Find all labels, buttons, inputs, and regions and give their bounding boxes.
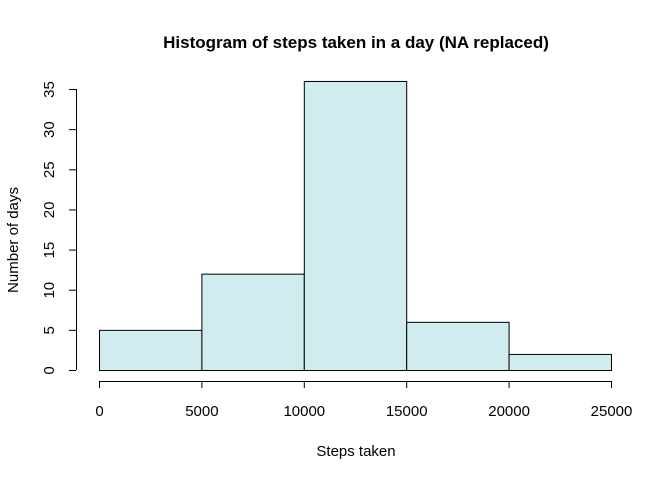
y-tick-label: 10 xyxy=(41,282,58,299)
x-axis-label: Steps taken xyxy=(316,443,395,460)
y-tick-label: 25 xyxy=(41,161,58,178)
x-tick-label: 20000 xyxy=(488,403,530,420)
y-axis-label: Number of days xyxy=(5,187,22,293)
x-tick-label: 15000 xyxy=(386,403,428,420)
histogram-bar-4 xyxy=(508,353,613,372)
histogram-bar-3 xyxy=(406,321,510,372)
y-tick-label: 35 xyxy=(41,81,58,98)
histogram-bar-2 xyxy=(303,80,408,371)
chart-title: Histogram of steps taken in a day (NA re… xyxy=(163,33,549,52)
x-axis: 0 5000 10000 15000 20000 25000 xyxy=(95,381,632,420)
x-tick-label: 10000 xyxy=(283,403,325,420)
y-tick-label: 30 xyxy=(41,121,58,138)
y-tick-label: 15 xyxy=(41,242,58,259)
y-tick-label: 5 xyxy=(41,326,58,334)
bars-group xyxy=(99,80,613,372)
y-tick-label: 20 xyxy=(41,202,58,219)
y-axis: 0 5 10 15 20 25 30 35 xyxy=(41,81,77,375)
x-tick-label: 0 xyxy=(95,403,103,420)
x-tick-label: 25000 xyxy=(591,403,633,420)
histogram-bar-1 xyxy=(201,273,305,371)
histogram-bar-0 xyxy=(99,329,203,372)
y-tick-label: 0 xyxy=(41,366,58,374)
x-tick-label: 5000 xyxy=(185,403,218,420)
